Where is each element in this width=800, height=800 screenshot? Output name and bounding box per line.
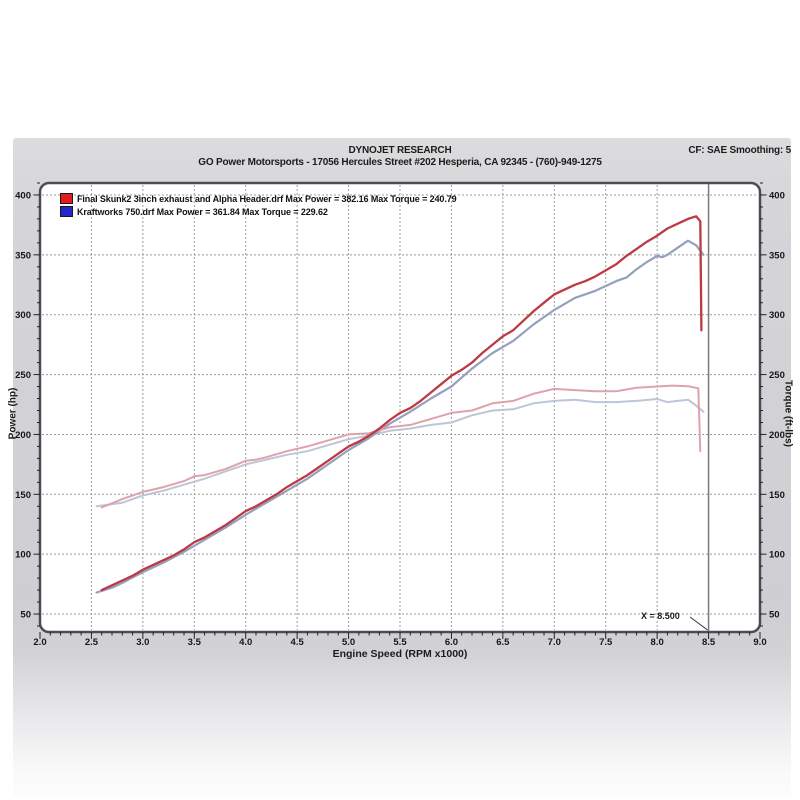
- svg-text:150: 150: [769, 490, 785, 501]
- svg-text:50: 50: [20, 610, 31, 621]
- legend-label-run-2: Kraftworks 750.drf Max Power = 361.84 Ma…: [77, 206, 328, 217]
- series-kraftworks-750-torque: [95, 398, 705, 508]
- svg-text:300: 300: [769, 310, 785, 321]
- legend-label-run-1: Final Skunk2 3inch exhaust and Alpha Hea…: [77, 193, 457, 204]
- svg-text:6.5: 6.5: [496, 637, 510, 648]
- plot-legend: Final Skunk2 3inch exhaust and Alpha Hea…: [60, 192, 457, 218]
- legend-swatch-red: [60, 193, 73, 204]
- cursor-callout-line: [689, 616, 708, 631]
- svg-text:6.0: 6.0: [445, 637, 458, 648]
- cursor-readout: X = 8.500: [641, 611, 680, 621]
- svg-text:5.5: 5.5: [393, 637, 407, 648]
- svg-text:2.0: 2.0: [33, 637, 46, 648]
- svg-text:4.0: 4.0: [239, 637, 252, 648]
- dyno-header-address: GO Power Motorsports - 17056 Hercules St…: [198, 157, 602, 168]
- svg-text:5.0: 5.0: [342, 637, 355, 648]
- power-axis-label: Power (hp): [7, 387, 19, 440]
- gridlines: [42, 185, 758, 630]
- axis-ticks: [33, 182, 767, 639]
- svg-text:350: 350: [769, 250, 785, 261]
- series-kraftworks-750-power: [95, 239, 705, 594]
- svg-text:9.0: 9.0: [753, 637, 766, 648]
- svg-text:3.5: 3.5: [188, 637, 202, 648]
- svg-text:8.5: 8.5: [702, 637, 716, 648]
- svg-text:150: 150: [15, 490, 31, 501]
- svg-text:300: 300: [15, 310, 31, 321]
- svg-text:400: 400: [769, 190, 785, 201]
- svg-text:8.0: 8.0: [651, 637, 664, 648]
- series-skunk2-alpha-torque: [100, 384, 702, 509]
- correction-smoothing-label: CF: SAE Smoothing: 5: [688, 145, 791, 156]
- svg-text:100: 100: [15, 550, 31, 561]
- legend-run-1: Final Skunk2 3inch exhaust and Alpha Hea…: [60, 192, 457, 205]
- svg-text:7.0: 7.0: [548, 637, 561, 648]
- engine-speed-axis-label: Engine Speed (RPM x1000): [332, 648, 468, 660]
- svg-text:200: 200: [769, 430, 785, 441]
- series-skunk2-alpha-power: [100, 215, 703, 592]
- tick-labels: 2.0 2.5 3.0 3.5 4.0 4.5 5.0 5.5 6.0 6.5 7.0 7.5 8.0 8…: [15, 190, 785, 648]
- torque-axis-label: Torque (ft-lbs): [782, 379, 794, 448]
- svg-text:100: 100: [769, 550, 785, 561]
- svg-text:250: 250: [15, 370, 31, 381]
- svg-text:50: 50: [769, 610, 780, 621]
- dyno-header-title: DYNOJET RESEARCH: [348, 145, 452, 156]
- legend-swatch-blue: [60, 206, 73, 217]
- svg-text:350: 350: [15, 250, 31, 261]
- svg-text:200: 200: [15, 430, 31, 441]
- svg-text:250: 250: [769, 370, 785, 381]
- legend-run-2: Kraftworks 750.drf Max Power = 361.84 Ma…: [60, 205, 457, 218]
- svg-text:3.0: 3.0: [136, 637, 149, 648]
- svg-text:7.5: 7.5: [599, 637, 613, 648]
- svg-text:400: 400: [15, 190, 31, 201]
- svg-text:4.5: 4.5: [291, 637, 305, 648]
- svg-text:2.5: 2.5: [85, 637, 99, 648]
